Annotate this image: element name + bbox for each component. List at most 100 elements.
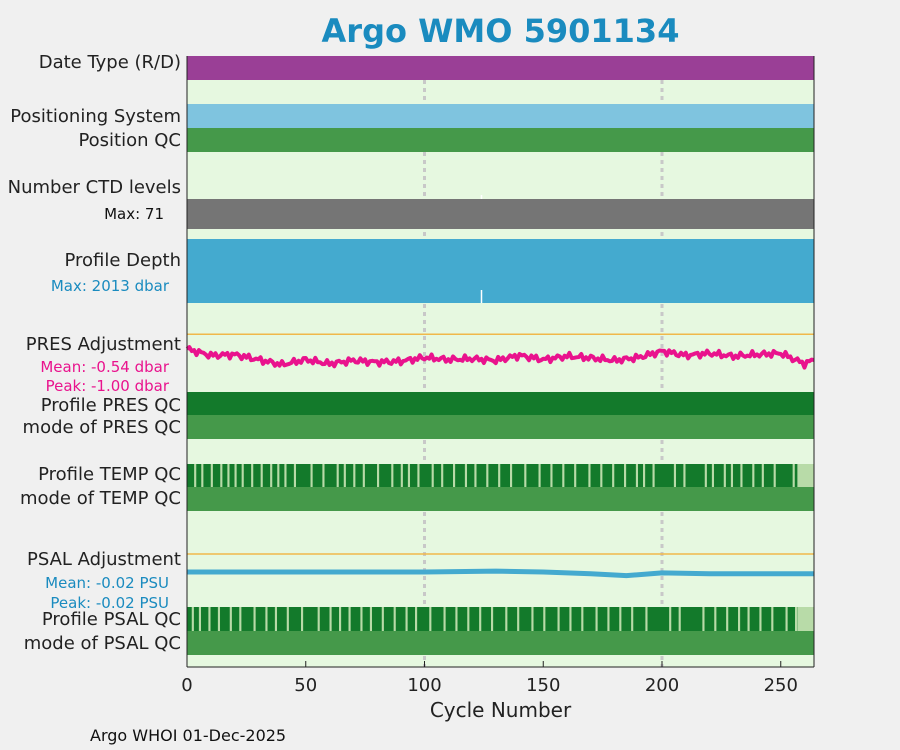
psal-qc-light-mark — [274, 607, 278, 631]
positioning-system-band — [187, 104, 814, 128]
temp-qc-light-mark — [643, 464, 646, 487]
temp-qc-light-mark — [562, 464, 565, 487]
psal-qc-light-mark — [607, 607, 610, 631]
label-mode-psal-qc: mode of PSAL QC — [23, 633, 181, 654]
temp-qc-light-mark — [293, 464, 297, 487]
psal-qc-light-mark — [517, 607, 520, 631]
psal-qc-light-mark — [531, 607, 534, 631]
label-psal-mean: Mean: -0.02 PSU — [45, 574, 169, 592]
psal-qc-light-mark — [393, 607, 396, 631]
psal-qc-light-mark — [702, 607, 705, 631]
psal-qc-light-mark — [467, 607, 470, 631]
psal-qc-light-mark — [455, 607, 458, 631]
temp-qc-light-mark — [486, 464, 489, 487]
mode-temp-qc-band — [187, 487, 814, 511]
psal-qc-light-mark — [678, 607, 681, 631]
temp-qc-light-mark — [498, 464, 501, 487]
temp-qc-light-mark — [673, 464, 677, 487]
temp-qc-light-mark — [711, 464, 715, 487]
label-pres-mean: Mean: -0.54 dbar — [40, 358, 169, 376]
temp-qc-light-mark — [510, 464, 513, 487]
temp-qc-light-mark — [740, 464, 743, 487]
psal-qc-light-mark — [208, 607, 211, 631]
profile-depth-band — [187, 239, 814, 303]
psal-adjustment-line — [187, 568, 814, 579]
psal-qc-light-mark — [491, 607, 494, 631]
position-qc-band — [187, 128, 814, 152]
temp-qc-light-mark — [377, 464, 380, 487]
psal-qc-light-mark — [619, 607, 622, 631]
date-type-band — [187, 56, 814, 80]
ctd-levels-band — [187, 199, 814, 229]
label-pres-peak: Peak: -1.00 dbar — [45, 377, 169, 395]
label-position-qc: Position QC — [78, 130, 181, 151]
temp-qc-light-mark — [270, 464, 273, 487]
psal-qc-light-mark — [369, 607, 373, 631]
label-psal-peak: Peak: -0.02 PSU — [50, 594, 169, 612]
psal-qc-light-mark — [239, 607, 242, 631]
label-psal-adjustment: PSAL Adjustment — [26, 549, 181, 570]
psal-qc-light-mark — [329, 607, 332, 631]
footer-credit: Argo WHOI 01-Dec-2025 — [90, 726, 287, 745]
temp-qc-light-mark — [723, 464, 726, 487]
x-axis-label: Cycle Number — [429, 698, 572, 722]
label-pres-adjustment: PRES Adjustment — [25, 334, 181, 355]
psal-qc-light-mark — [714, 607, 717, 631]
x-tick-label: 0 — [181, 675, 192, 696]
temp-qc-light-mark — [652, 464, 655, 487]
psal-qc-light-mark — [759, 607, 762, 631]
x-tick-label: 50 — [294, 675, 317, 696]
temp-qc-light-mark — [284, 464, 287, 487]
temp-qc-light-mark — [277, 464, 280, 487]
temp-qc-light-mark — [588, 464, 591, 487]
psal-qc-light-mark — [645, 607, 648, 631]
temp-qc-light-mark — [353, 464, 356, 487]
label-profile-psal-qc: Profile PSAL QC — [41, 609, 181, 630]
label-ctd-levels: Number CTD levels — [7, 177, 181, 198]
temp-qc-light-mark — [704, 464, 707, 487]
temp-qc-light-mark — [538, 464, 541, 487]
psal-qc-light-mark — [339, 607, 342, 631]
psal-qc-light-mark — [360, 607, 363, 631]
psal-qc-light-mark — [217, 607, 221, 631]
mode-pres-qc-band — [187, 415, 814, 439]
profile-pres-qc-band — [187, 392, 814, 415]
profile-psal-qc-band — [187, 607, 814, 631]
psal-qc-light-mark — [669, 607, 672, 631]
label-profile-temp-qc: Profile TEMP QC — [38, 464, 181, 485]
temp-qc-light-mark — [391, 464, 394, 487]
temp-qc-light-mark — [574, 464, 577, 487]
psal-qc-light-mark — [595, 607, 598, 631]
temp-qc-light-mark — [797, 464, 814, 487]
temp-qc-light-mark — [322, 464, 325, 487]
temp-qc-light-mark — [201, 464, 204, 487]
psal-qc-light-mark — [795, 607, 798, 631]
temp-qc-light-mark — [761, 464, 764, 487]
x-tick-label: 250 — [764, 675, 798, 696]
psal-qc-light-mark — [265, 607, 268, 631]
x-tick-label: 200 — [645, 675, 679, 696]
label-mode-pres-qc: mode of PRES QC — [22, 417, 181, 438]
temp-qc-light-mark — [683, 464, 686, 487]
psal-qc-light-mark — [479, 607, 482, 631]
temp-qc-light-mark — [400, 464, 403, 487]
psal-qc-light-mark — [301, 607, 304, 631]
temp-qc-light-mark — [464, 464, 468, 487]
temp-qc-light-mark — [194, 464, 197, 487]
temp-qc-light-mark — [792, 464, 795, 487]
temp-qc-light-mark — [234, 464, 237, 487]
x-tick-label: 150 — [526, 675, 560, 696]
psal-qc-light-mark — [286, 607, 289, 631]
psal-qc-light-mark — [253, 607, 256, 631]
temp-qc-light-mark — [524, 464, 527, 487]
temp-qc-light-mark — [343, 464, 346, 487]
psal-qc-light-mark — [581, 607, 584, 631]
label-ctd-max: Max: 71 — [104, 205, 164, 223]
psal-qc-light-mark — [415, 607, 418, 631]
temp-qc-light-mark — [241, 464, 244, 487]
psal-qc-light-mark — [738, 607, 741, 631]
temp-qc-light-mark — [474, 464, 477, 487]
temp-qc-light-mark — [752, 464, 755, 487]
temp-qc-light-mark — [417, 464, 420, 487]
